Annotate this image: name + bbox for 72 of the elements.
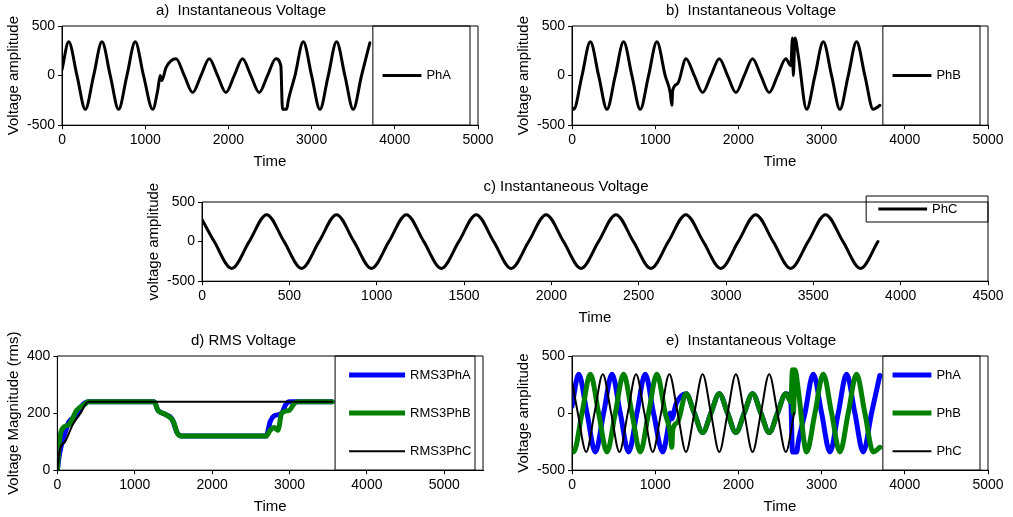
x-tick-label: 2000 [212,131,245,148]
x-tick-label: 2000 [196,476,228,493]
y-tick-label: 0 [557,66,566,83]
x-tick-label: 4000 [351,476,383,493]
x-tick-label: 5000 [972,131,1004,148]
legend-label: PhB [936,67,961,83]
x-tick-label: 5000 [972,476,1004,493]
y-tick-label: -500 [166,272,196,289]
chart-title: d) RMS Voltage [190,331,297,349]
x-tick-label: 0 [198,287,207,304]
x-tick-label: 5000 [428,476,461,493]
x-axis-title: Time [763,152,797,170]
chart-title: b) Instantaneous Voltage [665,1,837,19]
x-tick-label: 1000 [361,287,393,304]
x-tick-label: 1000 [639,131,671,148]
y-tick-label: 0 [187,232,196,249]
legend-label: PhC [936,442,962,458]
chart-title: e) Instantaneous Voltage [665,331,837,349]
x-tick-label: 2500 [623,287,655,304]
x-tick-label: 2000 [722,131,755,148]
x-axis-title: Time [253,152,287,170]
x-tick-label: 1500 [448,287,480,304]
x-tick-label: 500 [277,287,302,304]
x-tick-label: 1000 [129,131,161,148]
x-tick-label: 1000 [119,476,151,493]
legend-label: RMS3PhC [410,442,472,458]
y-tick-label: -500 [26,116,56,133]
y-tick-label: 200 [27,403,51,420]
y-tick-label: 500 [31,16,56,33]
x-tick-label: 3000 [273,476,306,493]
x-axis-title: Time [253,497,287,515]
y-tick-label: 500 [541,346,566,363]
x-tick-label: 0 [58,131,67,148]
legend-label: PhB [936,404,961,420]
chart-title: c) Instantaneous Voltage [483,177,649,195]
y-tick-label: 500 [541,16,566,33]
y-axis-title: Voltage amplitude [514,353,532,473]
x-tick-label: 3000 [710,287,742,304]
x-tick-label: 3000 [806,476,838,493]
x-tick-label: 5000 [462,131,494,148]
y-tick-label: 500 [171,192,196,209]
x-tick-label: 4500 [972,287,1004,304]
x-axis-title: Time [763,497,797,515]
y-tick-label: 0 [47,66,56,83]
x-tick-label: 3000 [296,131,328,148]
x-tick-label: 4000 [885,287,917,304]
legend-label: PhA [426,67,452,83]
y-tick-label: -500 [536,461,566,478]
legend-label: RMS3PhB [410,404,471,420]
y-tick-label: 400 [27,346,51,363]
x-tick-label: 0 [568,476,577,493]
x-tick-label: 1000 [639,476,671,493]
x-tick-label: 4000 [379,131,411,148]
y-tick-label: 0 [42,461,51,478]
legend-label: PhA [936,366,962,382]
x-tick-label: 4000 [889,131,921,148]
chart-title: a) Instantaneous Voltage [155,1,327,19]
legend-label: PhC [932,200,958,216]
y-axis-title: Voltage Magnitude (rms) [4,331,22,495]
x-tick-label: 0 [568,131,577,148]
x-tick-label: 4000 [889,476,921,493]
y-axis-title: voltage amplitude [144,182,162,301]
x-tick-label: 3000 [806,131,838,148]
x-tick-label: 3500 [797,287,830,304]
x-tick-label: 2000 [535,287,568,304]
x-axis-title: Time [578,308,612,326]
y-axis-title: Voltage amplitude [4,15,22,136]
y-axis-title: Voltage amplitude [514,15,532,136]
legend-label: RMS3PhA [410,366,472,382]
x-tick-label: 2000 [722,476,755,493]
y-tick-label: -500 [536,116,566,133]
y-tick-label: 0 [557,403,566,420]
